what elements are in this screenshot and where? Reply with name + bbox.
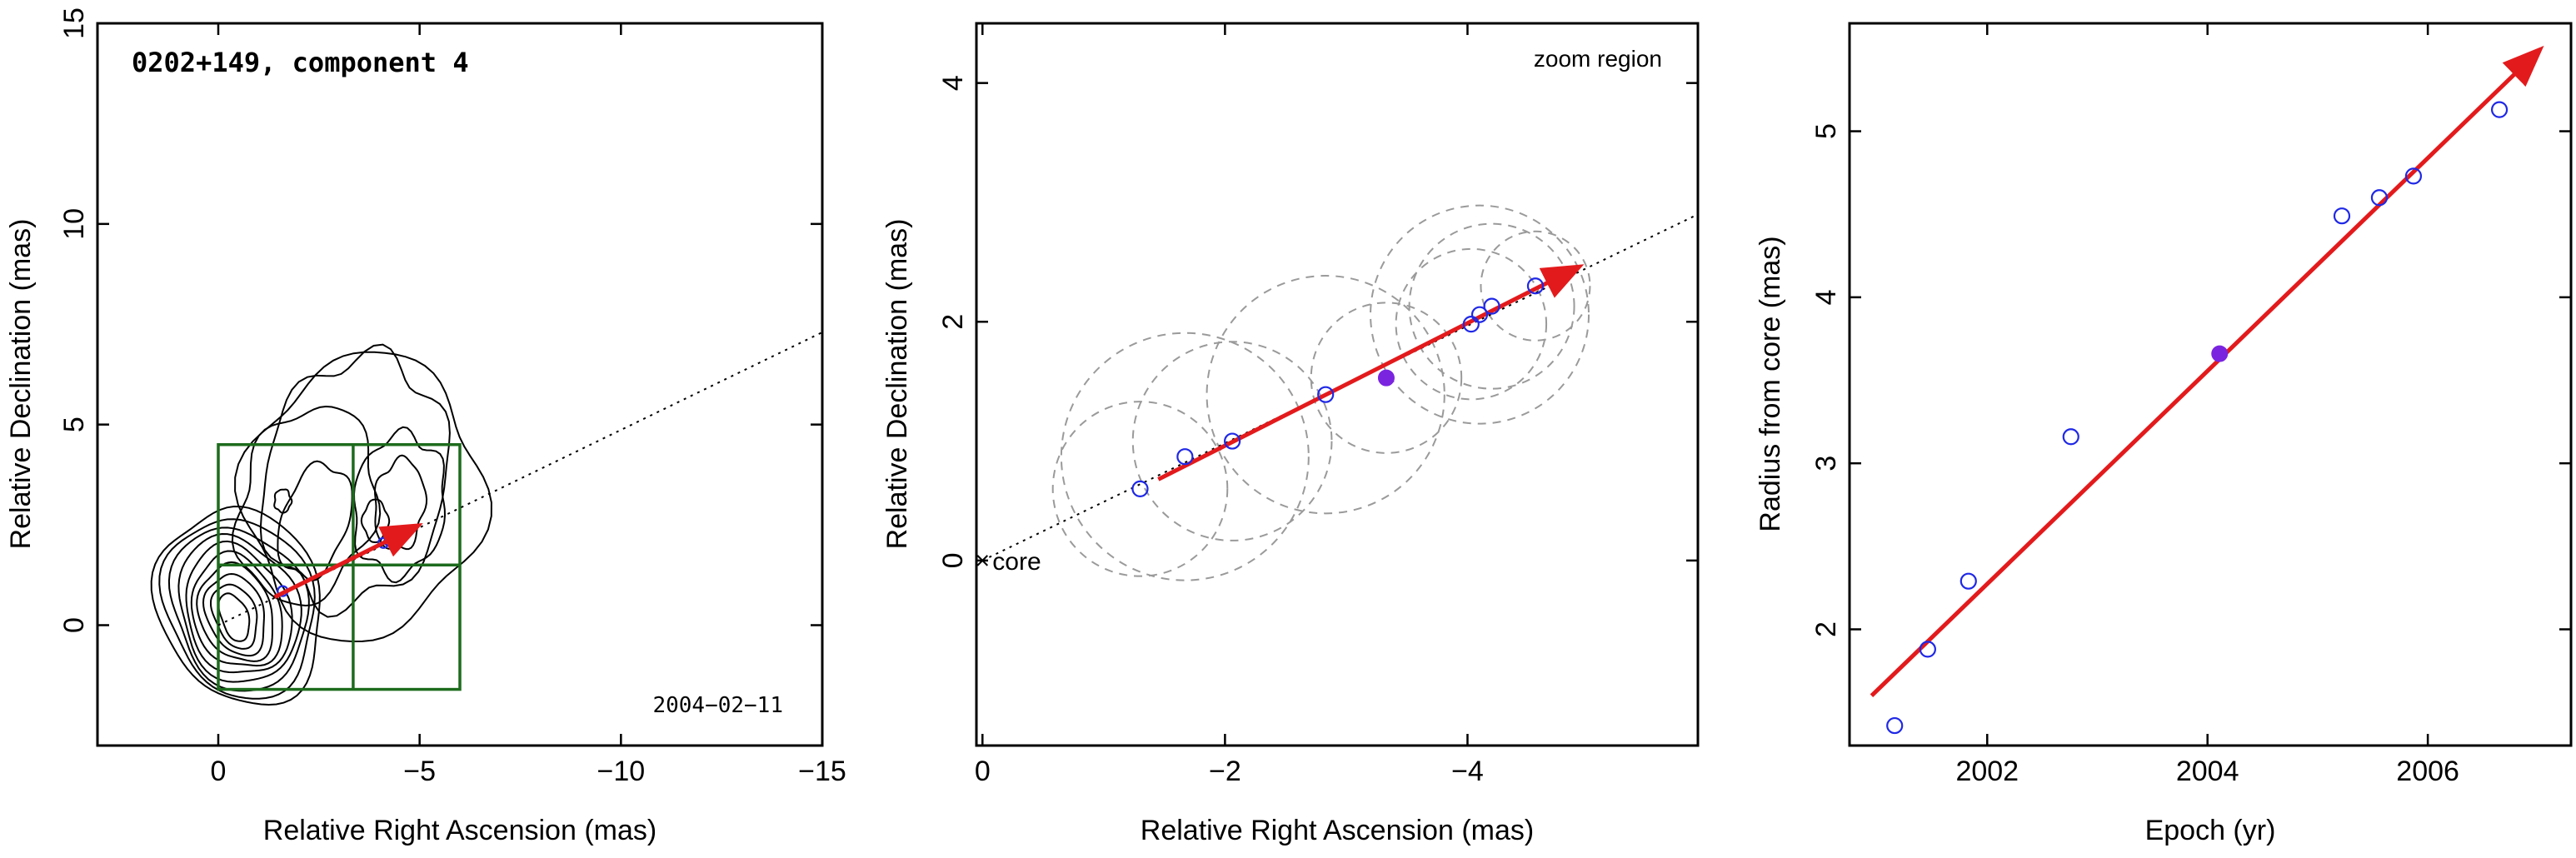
data-point xyxy=(2490,101,2509,118)
right-x-tick-label: 2006 xyxy=(2396,756,2459,787)
component-size-circle xyxy=(1131,341,1333,541)
left-x-tick-label: −10 xyxy=(597,756,645,787)
component-size-circle xyxy=(1480,230,1591,342)
right-x-tick-label: 2004 xyxy=(2176,756,2239,787)
middle-x-tick-label: 0 xyxy=(975,756,991,787)
component-size-circle xyxy=(1051,401,1229,577)
core-contour xyxy=(167,526,310,692)
data-point xyxy=(2062,428,2079,446)
panel-left-map: 0 −5 −10 −15 0 5 10 15 0202+149, component 4 20… xyxy=(5,7,846,846)
data-point xyxy=(1886,716,1904,735)
jet-contour xyxy=(273,488,293,514)
component-size-circle xyxy=(1310,302,1463,454)
right-y-tick-label: 2 xyxy=(1810,621,1842,637)
data-point xyxy=(1462,316,1480,333)
panel-middle-zoom: core 0 −2 −4 0 2 4 zoom region Relative Right… xyxy=(881,22,1700,846)
core-contour xyxy=(217,592,251,642)
data-point xyxy=(1470,306,1489,323)
jet-contour xyxy=(277,460,353,581)
data-point xyxy=(2404,167,2423,185)
data-point xyxy=(1919,641,1936,658)
velocity-arrow xyxy=(273,523,423,600)
right-axis-ticks: 2002 2004 2006 2 3 4 5 xyxy=(1810,23,2571,787)
middle-y-tick-label: 2 xyxy=(937,314,969,330)
plot-frame-middle xyxy=(975,22,1700,747)
left-x-tick-label: −5 xyxy=(403,756,436,787)
component-size-circle xyxy=(1060,332,1310,581)
jet-contour xyxy=(259,343,451,618)
component-size-circle xyxy=(1395,247,1548,401)
left-y-tick-label: 5 xyxy=(58,417,90,432)
plot-frame-right xyxy=(1848,22,2573,747)
left-axis-ticks: 0 −5 −10 −15 0 5 10 15 xyxy=(58,7,846,787)
core-label: core xyxy=(992,548,1041,576)
right-y-tick-label: 4 xyxy=(1810,289,1842,305)
data-point xyxy=(1526,277,1545,295)
left-marks xyxy=(217,331,822,626)
data-point xyxy=(1317,386,1335,403)
core-contour xyxy=(209,583,258,650)
middle-title: zoom region xyxy=(1534,46,1662,72)
left-y-axis-label: Relative Declination (mas) xyxy=(5,219,37,550)
middle-y-tick-label: 4 xyxy=(937,75,969,91)
component-size-circle xyxy=(1370,204,1590,425)
data-point xyxy=(1131,480,1149,497)
core-contour xyxy=(150,505,321,706)
plot-frame-left xyxy=(96,22,824,747)
middle-axis-ticks: 0 −2 −4 0 2 4 xyxy=(937,23,1698,787)
data-point xyxy=(2333,207,2351,225)
data-point xyxy=(1224,432,1241,450)
data-point xyxy=(1483,297,1500,315)
middle-y-tick-label: 0 xyxy=(937,552,969,568)
left-title: 0202+149, component 4 xyxy=(132,47,469,78)
right-y-tick-label: 5 xyxy=(1810,123,1842,139)
right-y-axis-label: Radius from core (mas) xyxy=(1755,236,1786,531)
middle-x-tick-label: −4 xyxy=(1451,756,1484,787)
core-contour xyxy=(202,572,266,657)
core-contour xyxy=(185,540,293,674)
jet-contour xyxy=(234,351,492,643)
left-date-label: 2004−02−11 xyxy=(652,693,783,718)
data-point-filled xyxy=(2211,345,2229,362)
contour-map xyxy=(150,343,492,755)
right-y-tick-label: 3 xyxy=(1810,456,1842,471)
middle-y-axis-label: Relative Declination (mas) xyxy=(881,219,913,550)
middle-x-axis-label: Relative Right Ascension (mas) xyxy=(1141,815,1534,846)
left-y-tick-label: 0 xyxy=(58,617,90,633)
core-contour xyxy=(177,532,302,683)
jet-contour xyxy=(231,405,382,607)
component-size-circle xyxy=(1408,222,1575,390)
data-point-filled xyxy=(1377,369,1395,387)
zoom-box-outline xyxy=(217,443,462,691)
velocity-arrow xyxy=(1157,264,1585,481)
data-point xyxy=(1176,448,1194,466)
panel-right-radius: 2002 2004 2006 2 3 4 5 Epoch (yr) Radius from … xyxy=(1755,22,2573,846)
right-x-tick-label: 2002 xyxy=(1955,756,2019,787)
left-x-axis-label: Relative Right Ascension (mas) xyxy=(263,815,656,846)
right-x-axis-label: Epoch (yr) xyxy=(2145,815,2276,846)
fit-line-arrow xyxy=(1870,45,2544,698)
core-contour xyxy=(190,550,283,667)
left-x-tick-label: 0 xyxy=(211,756,227,787)
middle-marks: core xyxy=(976,204,1698,581)
data-point xyxy=(1959,572,1977,590)
middle-x-tick-label: −2 xyxy=(1209,756,1241,787)
component-size-circle xyxy=(1206,275,1445,515)
left-y-tick-label: 10 xyxy=(58,208,90,240)
data-point xyxy=(2370,189,2389,207)
beam-marker xyxy=(167,750,173,755)
left-x-tick-label: −15 xyxy=(798,756,846,787)
right-marks xyxy=(1870,45,2544,735)
left-y-tick-label: 15 xyxy=(58,7,90,39)
